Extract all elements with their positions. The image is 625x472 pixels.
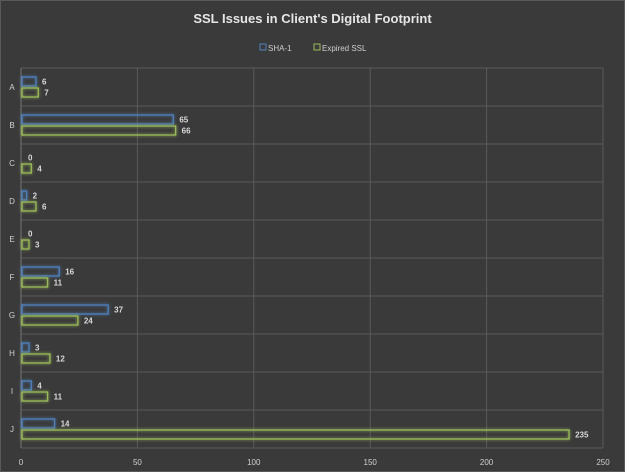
y-tick-label: D	[9, 197, 15, 206]
bar-sha1	[21, 114, 174, 125]
bar-expired-ssl	[21, 429, 570, 440]
data-label: 3	[35, 241, 40, 250]
data-label: 66	[182, 127, 191, 136]
data-label: 11	[54, 393, 63, 402]
data-label: 65	[179, 116, 188, 125]
y-tick-label: A	[9, 83, 15, 92]
x-tick-label: 150	[364, 458, 378, 467]
bar-sha1	[21, 266, 60, 277]
data-label: 3	[35, 344, 40, 353]
legend-label: Expired SSL	[322, 44, 367, 53]
bar-sha1	[21, 190, 28, 201]
bar-sha1	[21, 342, 30, 353]
data-label: 4	[37, 382, 42, 391]
data-label: 11	[54, 279, 63, 288]
y-tick-label: J	[10, 425, 14, 434]
y-tick-label: F	[10, 273, 15, 282]
bar-expired-ssl	[21, 87, 39, 98]
y-tick-label: G	[9, 311, 15, 320]
x-axis-ticks: 0 50 100 150 200 250	[19, 458, 610, 467]
y-axis-ticks: A B C D E F G H I J	[9, 83, 15, 434]
data-label: 6	[42, 78, 47, 87]
bar-expired-ssl	[21, 201, 37, 212]
legend-swatch	[313, 43, 321, 51]
bar-sha1	[21, 380, 32, 391]
data-label: 235	[575, 431, 589, 440]
y-tick-label: B	[9, 121, 14, 130]
bar-expired-ssl	[21, 163, 32, 174]
data-label: 2	[33, 192, 38, 201]
data-label: 24	[84, 317, 93, 326]
data-label: 0	[28, 154, 33, 163]
bar-sha1	[21, 418, 56, 429]
y-tick-label: H	[9, 349, 15, 358]
bar-expired-ssl	[21, 315, 79, 326]
legend-swatch	[259, 43, 267, 51]
bar-expired-ssl	[21, 239, 30, 250]
x-tick-label: 250	[596, 458, 610, 467]
bar-expired-ssl	[21, 391, 49, 402]
bar-expired-ssl	[21, 277, 49, 288]
data-label: 4	[37, 165, 42, 174]
legend: SHA-1 Expired SSL	[259, 43, 367, 53]
x-tick-label: 0	[19, 458, 24, 467]
y-tick-label: C	[9, 159, 15, 168]
x-tick-label: 200	[480, 458, 494, 467]
data-label: 37	[114, 306, 123, 315]
y-tick-label: E	[9, 235, 14, 244]
x-tick-label: 100	[247, 458, 261, 467]
legend-label: SHA-1	[268, 44, 292, 53]
gridlines	[20, 67, 604, 449]
data-label: 16	[65, 268, 74, 277]
bars	[21, 76, 570, 440]
bar-expired-ssl	[21, 125, 177, 136]
x-tick-label: 50	[133, 458, 142, 467]
data-label: 7	[44, 89, 49, 98]
bar-sha1	[21, 304, 109, 315]
data-label: 12	[56, 355, 65, 364]
y-tick-label: I	[11, 387, 13, 396]
bar-sha1	[21, 76, 37, 87]
bar-expired-ssl	[21, 353, 51, 364]
data-label: 6	[42, 203, 47, 212]
data-label: 14	[61, 420, 70, 429]
chart-title: SSL Issues in Client's Digital Footprint	[193, 11, 432, 26]
data-label: 0	[28, 230, 33, 239]
